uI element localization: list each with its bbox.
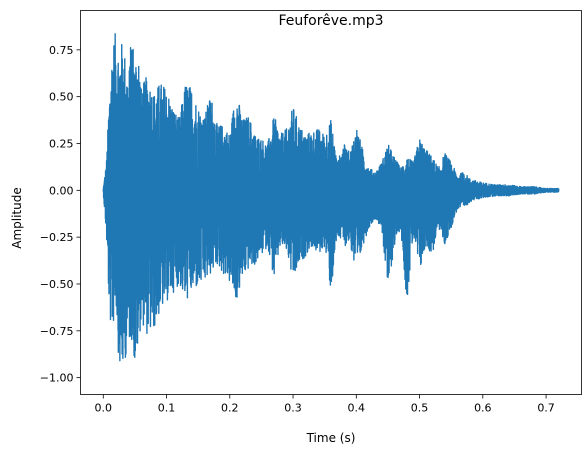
- y-axis-label: Amplitude: [10, 187, 24, 249]
- y-tick-label: 0.25: [49, 137, 74, 150]
- y-tick-label: 0.50: [49, 91, 74, 104]
- x-tick-label: 0.0: [95, 402, 113, 415]
- x-tick-label: 0.5: [411, 402, 429, 415]
- chart-title: Feuforêve.mp3: [278, 13, 383, 29]
- y-tick-label: −0.75: [40, 325, 74, 338]
- y-tick-label: −1.00: [40, 372, 74, 385]
- x-axis: 0.0 0.1 0.2 0.3 0.4 0.5 0.6 0.7: [95, 394, 555, 415]
- y-tick-label: 0.75: [49, 44, 74, 57]
- x-tick-label: 0.6: [474, 402, 492, 415]
- plot-area: [102, 33, 560, 362]
- x-axis-label: Time (s): [306, 431, 356, 445]
- axes-frame: [80, 10, 582, 395]
- y-tick-label: −0.25: [40, 231, 74, 244]
- waveform-line: [102, 33, 560, 362]
- x-tick-label: 0.3: [284, 402, 302, 415]
- y-axis: −1.00 −0.75 −0.50 −0.25 0.00 0.25 0.50 0.75: [40, 44, 81, 385]
- y-tick-label: 0.00: [49, 184, 74, 197]
- x-tick-label: 0.4: [348, 402, 366, 415]
- y-tick-label: −0.50: [40, 278, 74, 291]
- x-tick-label: 0.7: [537, 402, 555, 415]
- x-tick-label: 0.1: [158, 402, 176, 415]
- x-tick-label: 0.2: [221, 402, 239, 415]
